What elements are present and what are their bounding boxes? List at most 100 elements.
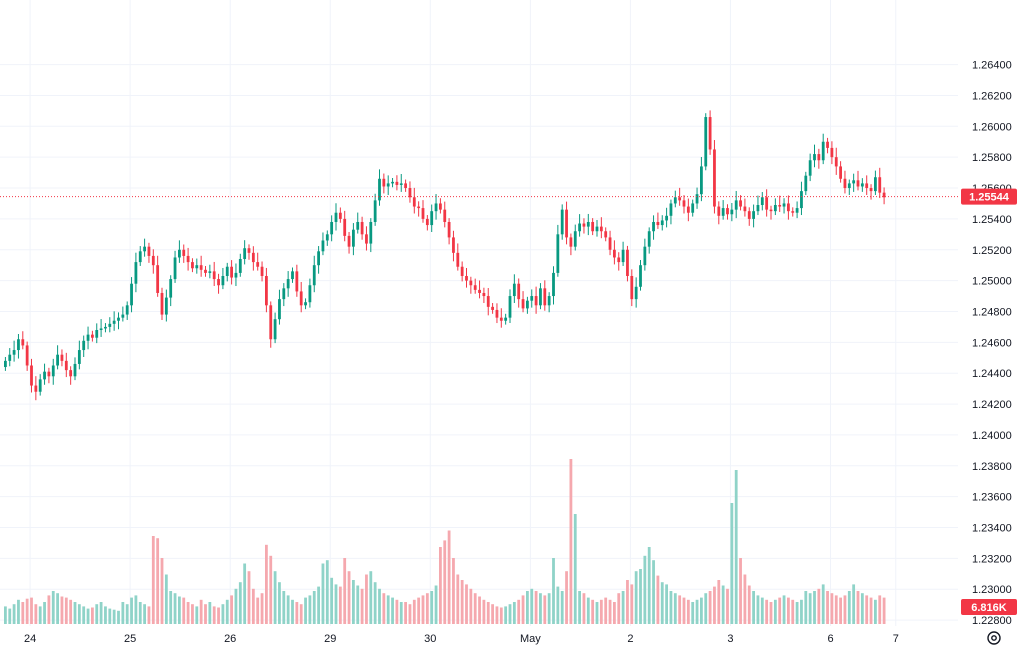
- volume-bar: [12, 604, 16, 624]
- volume-bar: [356, 585, 360, 624]
- volume-label: 6.816K: [971, 602, 1007, 614]
- candle-body: [308, 285, 312, 303]
- candle-body: [356, 221, 360, 230]
- volume-bar: [395, 599, 399, 624]
- candle-body: [847, 183, 851, 189]
- time-tick-label: 7: [893, 633, 899, 645]
- volume-bar: [412, 599, 416, 624]
- candle-body: [595, 226, 599, 232]
- candle-body: [639, 265, 642, 287]
- time-tick-label: 6: [827, 633, 833, 645]
- volume-bar: [704, 593, 708, 624]
- volume-bar: [404, 602, 407, 624]
- candle-body: [460, 266, 464, 276]
- volume-bar: [112, 609, 116, 624]
- candle-body: [443, 209, 447, 222]
- volume-bar: [843, 595, 847, 624]
- time-tick-label: May: [520, 633, 541, 645]
- volume-bar: [338, 586, 342, 624]
- volume-bar: [630, 584, 634, 624]
- candle-body: [604, 231, 608, 238]
- volume-bar: [713, 586, 716, 624]
- candle-body: [882, 192, 886, 198]
- volume-bar: [643, 555, 647, 624]
- volume-bar: [595, 602, 599, 624]
- volume-bar: [760, 597, 764, 624]
- volume-bar: [734, 470, 738, 624]
- volume-bar: [882, 597, 886, 624]
- candle-body: [8, 354, 12, 361]
- candle-body: [352, 229, 355, 247]
- candle-body: [243, 248, 247, 260]
- candle-body: [478, 289, 481, 293]
- candle-body: [773, 205, 777, 212]
- volume-bar: [773, 599, 777, 624]
- candle-body: [234, 272, 238, 278]
- volume-bar: [447, 530, 451, 624]
- volume-bar: [700, 597, 703, 624]
- candle-body: [791, 211, 795, 213]
- candle-body: [713, 149, 716, 207]
- volume-bar: [717, 580, 721, 624]
- volume-bar: [64, 597, 68, 624]
- volume-bar: [291, 599, 294, 624]
- volume-bar: [821, 584, 825, 624]
- volume-bar: [708, 591, 712, 624]
- gear-icon[interactable]: [987, 631, 1001, 645]
- volume-bar: [330, 577, 334, 624]
- volume-bar: [582, 593, 586, 624]
- candle-body: [517, 283, 521, 300]
- volume-bar: [34, 604, 38, 624]
- time-tick-label: 3: [727, 633, 733, 645]
- volume-bar: [304, 597, 307, 624]
- volume-bar: [486, 602, 490, 624]
- candle-body: [686, 206, 690, 213]
- volume-bar: [17, 599, 20, 624]
- candle-body: [808, 160, 812, 176]
- candle-body: [373, 200, 377, 222]
- volume-bar: [526, 591, 529, 624]
- candle-body: [521, 299, 525, 309]
- candle-body: [613, 249, 616, 258]
- price-tick-label: 1.25000: [972, 276, 1012, 288]
- candle-body: [878, 177, 882, 193]
- candle-body: [134, 262, 138, 284]
- volume-bar: [865, 595, 869, 624]
- volume-bar: [787, 597, 790, 624]
- volume-bar: [691, 602, 695, 624]
- volume-bar: [830, 593, 834, 624]
- price-axis[interactable]: 1.264001.262001.260001.258001.256001.254…: [972, 60, 1012, 628]
- volume-bar: [151, 536, 155, 624]
- candle-body: [64, 360, 68, 371]
- candle-body: [821, 141, 825, 161]
- volume-bar: [134, 595, 138, 624]
- volume-bar: [430, 591, 434, 624]
- candle-body: [617, 257, 621, 263]
- volume-bar: [234, 588, 238, 624]
- candle-body: [143, 246, 146, 252]
- time-axis[interactable]: 24 25 26 29 30 May 2 3 6 7: [24, 633, 899, 645]
- volume-bar: [869, 597, 873, 624]
- volume-bar: [517, 599, 521, 624]
- volume-bar: [834, 595, 838, 624]
- candle-body: [634, 286, 638, 300]
- volume-bar: [360, 588, 364, 624]
- price-tick-label: 1.23400: [972, 523, 1012, 535]
- candle-body: [665, 215, 668, 221]
- volume-bar: [321, 563, 325, 624]
- candle-body: [225, 266, 229, 276]
- volume-bar: [186, 602, 190, 624]
- volume-bar: [804, 591, 808, 624]
- candle-body: [69, 370, 73, 377]
- volume-bar: [86, 608, 90, 624]
- candle-body: [752, 211, 755, 219]
- volume-bar: [308, 595, 312, 624]
- volume-bar: [852, 584, 856, 624]
- volume-bar: [282, 591, 286, 624]
- volume-bar: [547, 593, 551, 624]
- candle-body: [334, 212, 338, 222]
- candle-body: [17, 339, 20, 351]
- candle-body: [30, 365, 33, 386]
- volume-bar: [652, 560, 655, 624]
